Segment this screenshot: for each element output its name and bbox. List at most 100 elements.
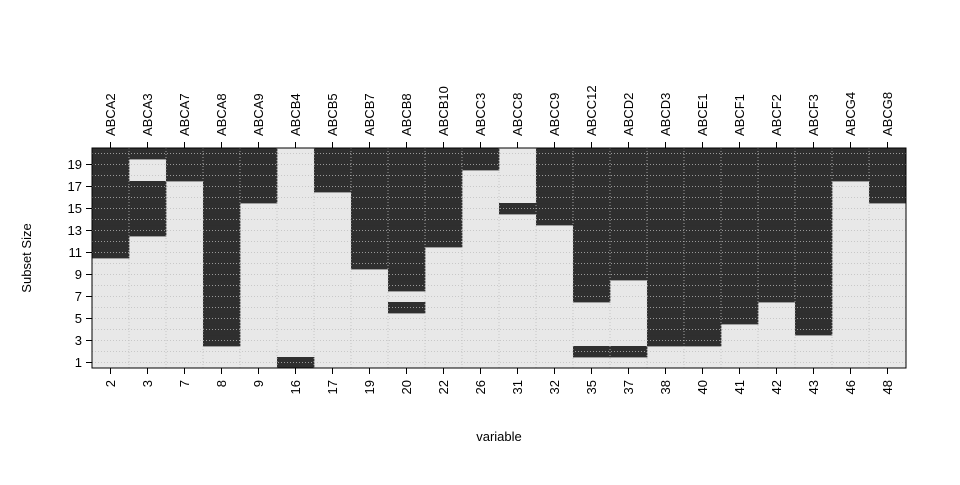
heatmap-cell-selected [684,269,722,281]
heatmap-cell-selected [351,159,389,171]
heatmap-cell-selected [795,181,833,193]
x-tick-label-bottom: 16 [288,380,303,394]
heatmap-cell-selected [684,214,722,226]
heatmap-cell-selected [573,192,611,204]
x-tick-label-bottom: 7 [177,380,192,387]
heatmap-cell-selected [240,181,278,193]
x-tick-label-bottom: 17 [325,380,340,394]
x-tick-label-top: ABCA9 [251,93,266,136]
x-tick-label-bottom: 2 [103,380,118,387]
heatmap-cell-selected [462,148,500,160]
y-tick-label: 1 [75,355,82,370]
heatmap-cell-selected [795,236,833,248]
x-tick-label-bottom: 38 [658,380,673,394]
x-tick-label-bottom: 31 [510,380,525,394]
heatmap-cell-selected [795,159,833,171]
heatmap-cell-selected [388,225,426,237]
grid-lines [92,148,906,368]
y-tick-label: 13 [68,223,82,238]
heatmap-cell-selected [351,258,389,270]
tick-marks [86,142,888,374]
x-tick-label-bottom: 3 [140,380,155,387]
heatmap-cell-selected [795,280,833,292]
heatmap-cell-selected [351,170,389,182]
heatmap-cell-selected [795,302,833,314]
x-tick-label-top: ABCA7 [177,93,192,136]
x-tick-label-top: ABCD2 [621,93,636,136]
heatmap-cell-selected [795,269,833,281]
x-tick-label-bottom: 35 [584,380,599,394]
heatmap-cell-selected [684,181,722,193]
plot-frame [91,147,907,369]
heatmap-cell-selected [240,148,278,160]
heatmap-cell-selected [351,225,389,237]
heatmap-cell-selected [795,291,833,303]
heatmap-cell-selected [388,214,426,226]
heatmap-cell-selected [351,247,389,259]
y-tick-label: 19 [68,157,82,172]
heatmap-cell-selected [388,170,426,182]
heatmap-cell-selected [610,236,648,248]
x-tick-label-top: ABCC12 [584,85,599,136]
heatmap-cell-selected [795,225,833,237]
heatmap-cell-selected [166,170,204,182]
x-tick-label-bottom: 46 [843,380,858,394]
heatmap-cell-selected [351,148,389,160]
heatmap-cell-selected [573,214,611,226]
x-tick-label-top: ABCF1 [732,94,747,136]
heatmap-cell-selected [351,181,389,193]
heatmap-cell-selected [684,225,722,237]
x-tick-label-bottom: 41 [732,380,747,394]
x-tick-label-top: ABCF2 [769,94,784,136]
heatmap-cell-selected [610,203,648,215]
heatmap-cell-selected [388,192,426,204]
bottom-tick-labels: 2 3 7 8 9 16 17 19 20 22 26 31 32 35 37 38 40 41 42 43 46 48 [103,380,895,394]
x-tick-label-top: ABCB10 [436,86,451,136]
heatmap-cell-selected [610,214,648,226]
heatmap-cell-selected [684,324,722,336]
heatmap-cell-selected [721,313,759,325]
x-tick-label-top: ABCB5 [325,93,340,136]
heatmap-cell-selected [721,280,759,292]
heatmap-cell-selected [684,170,722,182]
heatmap-cell-selected [388,247,426,259]
heatmap-cell-selected [610,181,648,193]
heatmap-cell-selected [388,203,426,215]
heatmap-cell-selected [388,148,426,160]
x-tick-label-top: ABCA3 [140,93,155,136]
x-tick-label-bottom: 8 [214,380,229,387]
heatmap-cell-selected [166,148,204,160]
y-tick-label: 3 [75,333,82,348]
heatmap-cell-selected [610,258,648,270]
heatmap-cell-selected [388,258,426,270]
heatmap-cell-selected [832,148,870,160]
heatmap-cell-selected [573,258,611,270]
heatmap-cell-selected [610,247,648,259]
y-tick-label: 5 [75,311,82,326]
x-tick-label-bottom: 20 [399,380,414,394]
heatmap-cell-selected [684,291,722,303]
y-tick-label: 9 [75,267,82,282]
heatmap-cell-selected [721,181,759,193]
heatmap-cell-selected [795,247,833,259]
heatmap-cell-selected [721,291,759,303]
heatmap-cell-selected [277,357,315,369]
heatmap-cell-selected [573,247,611,259]
x-tick-label-top: ABCF3 [806,94,821,136]
heatmap-cell-selected [721,203,759,215]
x-tick-label-bottom: 26 [473,380,488,394]
heatmap-cell-selected [573,148,611,160]
x-tick-label-top: ABCA2 [103,93,118,136]
heatmap-cell-selected [721,258,759,270]
heatmap-cell-selected [388,302,426,314]
x-tick-label-top: ABCG4 [843,92,858,136]
heatmap-cell-selected [240,170,278,182]
x-tick-label-bottom: 22 [436,380,451,394]
heatmap-cell-selected [573,280,611,292]
x-tick-label-bottom: 48 [880,380,895,394]
x-tick-label-top: ABCC8 [510,93,525,136]
heatmap-cell-selected [610,170,648,182]
x-tick-label-top: ABCE1 [695,93,710,136]
heatmap-cell-selected [351,214,389,226]
